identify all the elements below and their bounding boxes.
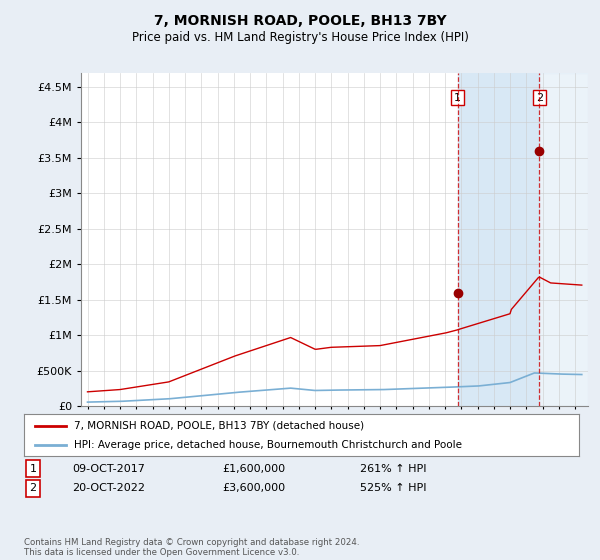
Bar: [458, 73, 539, 406]
Text: £1,600,000: £1,600,000: [222, 464, 285, 474]
Text: 525% ↑ HPI: 525% ↑ HPI: [360, 483, 427, 493]
Text: 2: 2: [29, 483, 37, 493]
Text: £3,600,000: £3,600,000: [222, 483, 285, 493]
Text: 7, MORNISH ROAD, POOLE, BH13 7BY: 7, MORNISH ROAD, POOLE, BH13 7BY: [154, 14, 446, 28]
Text: 1: 1: [29, 464, 37, 474]
Bar: [539, 73, 588, 406]
Text: 1: 1: [454, 92, 461, 102]
Text: 7, MORNISH ROAD, POOLE, BH13 7BY (detached house): 7, MORNISH ROAD, POOLE, BH13 7BY (detach…: [74, 421, 364, 431]
Text: 09-OCT-2017: 09-OCT-2017: [72, 464, 145, 474]
Text: 2: 2: [536, 92, 543, 102]
Text: Contains HM Land Registry data © Crown copyright and database right 2024.
This d: Contains HM Land Registry data © Crown c…: [24, 538, 359, 557]
Text: 20-OCT-2022: 20-OCT-2022: [72, 483, 145, 493]
Text: Price paid vs. HM Land Registry's House Price Index (HPI): Price paid vs. HM Land Registry's House …: [131, 31, 469, 44]
Text: 261% ↑ HPI: 261% ↑ HPI: [360, 464, 427, 474]
Text: HPI: Average price, detached house, Bournemouth Christchurch and Poole: HPI: Average price, detached house, Bour…: [74, 440, 462, 450]
